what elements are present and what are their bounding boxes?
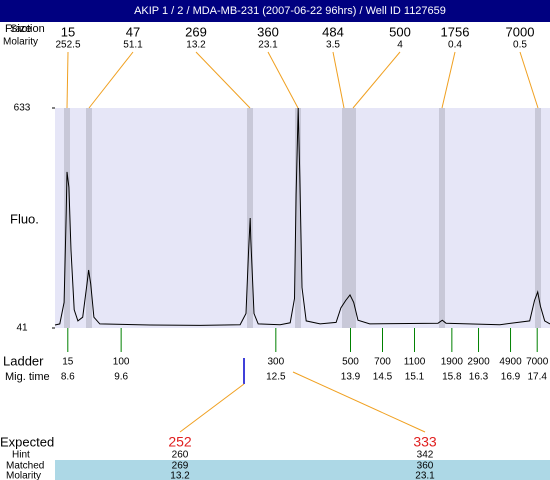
ladder-label: Ladder [3,353,44,368]
peak-size: 484 [322,24,344,39]
title-bar [0,0,550,22]
title: AKIP 1 / 2 / MDA-MB-231 (2007-06-22 96hr… [134,5,446,17]
ladder-size: 1900 [441,357,464,368]
peak-connector [195,51,251,109]
peak-connector [66,51,69,109]
ladder-size: 700 [374,357,391,368]
expected-value: 252 [168,434,192,450]
peak-size: 269 [185,24,207,39]
peak-molarity: 3.5 [326,40,340,51]
peak-size: 47 [126,24,140,39]
peak-molarity: 4 [397,40,403,51]
peak-connector [267,51,299,109]
peak-band [295,108,301,328]
matched-value: 269 [172,461,189,472]
ladder-mig-time: 15.8 [442,372,462,383]
ladder-mig-time: 13.9 [341,372,361,383]
ladder-size: 15 [62,357,74,368]
peak-size: 15 [61,24,75,39]
peak-size: 360 [257,24,279,39]
hint-value: 260 [172,450,189,461]
peak-molarity: 0.4 [448,40,462,51]
ladder-mig-time: 14.5 [373,372,393,383]
molarity-label: Molarity [3,37,38,48]
y-tick-label: 633 [14,103,31,114]
peak-molarity: 51.1 [123,40,143,51]
connector [292,371,426,433]
molarity-value: 13.2 [170,471,190,480]
expected-label: Expected [0,434,54,449]
ladder-size: 4900 [499,357,522,368]
peak-size: 500 [389,24,411,39]
expected-value: 333 [413,434,437,450]
ladder-size: 100 [113,357,130,368]
peak-connector [332,51,345,109]
peak-molarity: 252.5 [55,40,80,51]
ladder-mig-time: 16.3 [469,372,489,383]
molarity-value: 23.1 [415,471,435,480]
ladder-mig-time: 15.1 [405,372,425,383]
ladder-size: 300 [267,357,284,368]
peak-band [86,108,92,328]
peak-size: 1756 [441,24,470,39]
peak-size: 7000 [506,24,535,39]
hint-value: 342 [417,450,434,461]
molarity-row-label: Molarity [6,471,41,480]
y-axis-label: Fluo. [10,211,39,226]
peak-connector [88,51,134,109]
ladder-mig-time: 9.6 [114,372,128,383]
y-tick-label: 41 [16,323,28,334]
matched-label: Matched [6,461,44,472]
matched-band [55,460,550,480]
peak-connector [519,51,539,109]
trace [54,107,550,326]
fraction-label: Fraction [5,23,45,35]
ladder-size: 1100 [404,357,426,368]
hint-label: Hint [12,450,30,461]
ladder-mig-time: 8.6 [61,372,75,383]
peak-molarity: 0.5 [513,40,527,51]
peak-band [439,108,445,328]
ladder-size: 2900 [467,357,490,368]
size-label: Size [10,23,31,35]
peak-band [342,108,356,328]
peak-molarity: 13.2 [186,40,206,51]
peak-connector [441,51,456,109]
ladder-mig-time: 12.5 [266,372,286,383]
connector [179,383,245,433]
ladder-mig-time: 17.4 [527,372,547,383]
ladder-mig-time: 16.9 [501,372,521,383]
matched-value: 360 [417,461,434,472]
peak-molarity: 23.1 [258,40,278,51]
peak-connector [352,51,401,109]
peak-band [64,108,70,328]
peak-band [535,108,541,328]
ladder-size: 500 [342,357,359,368]
ladder-size: 7000 [526,357,549,368]
mig-time-label: Mig. time [5,371,50,383]
